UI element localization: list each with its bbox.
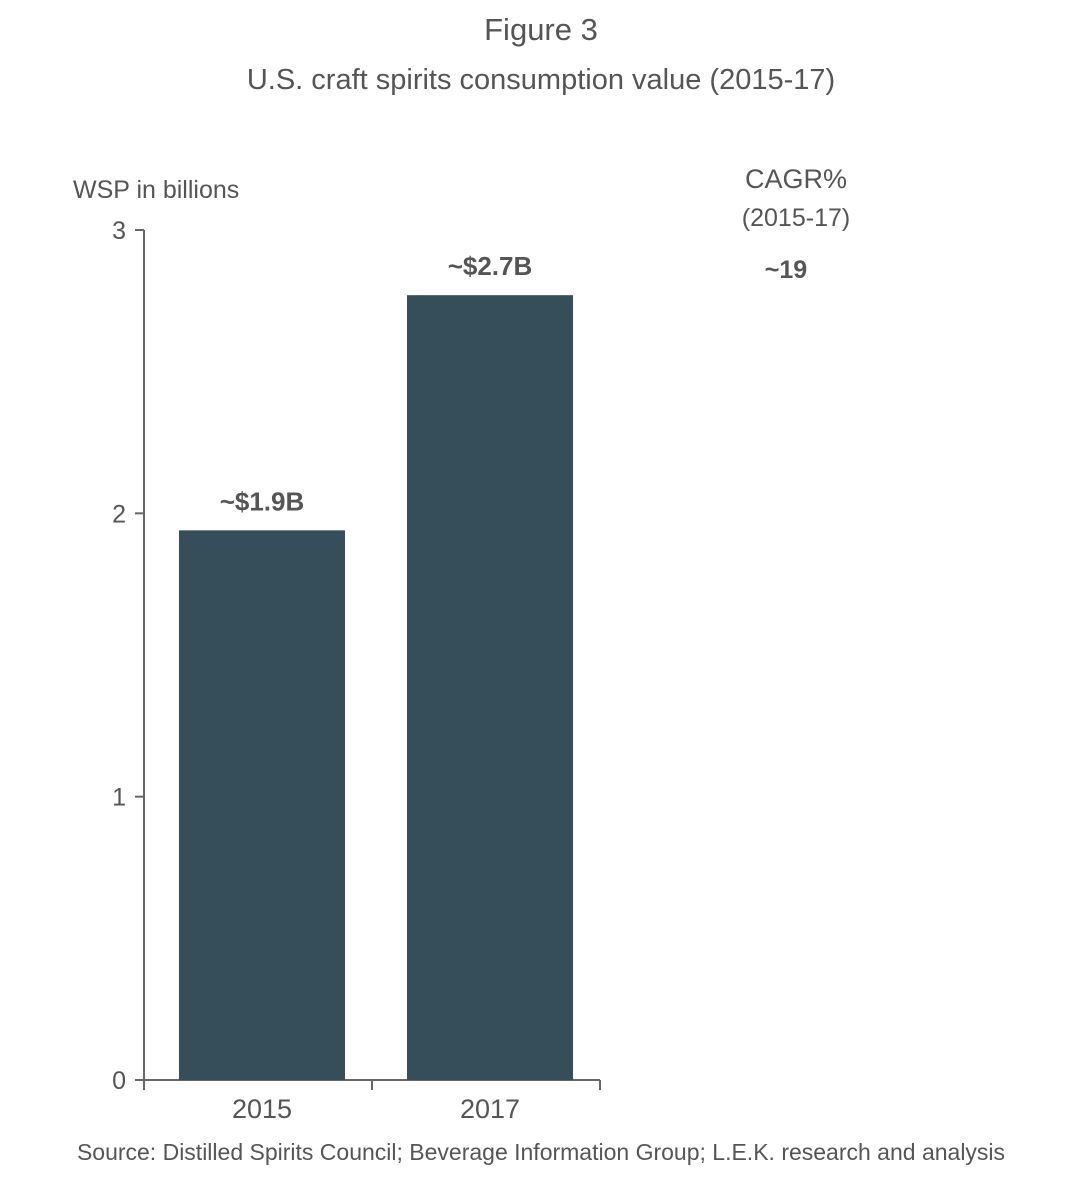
source-note: Source: Distilled Spirits Council; Bever… [77, 1139, 1005, 1165]
plot-area: 0 1 2 3 ~$1.9B 2015 ~$2.7B 2017 [112, 217, 601, 1124]
bar [407, 295, 573, 1081]
x-category-label: 2017 [460, 1094, 520, 1124]
x-category-label: 2015 [232, 1094, 292, 1124]
cagr-value: ~19 [765, 256, 807, 284]
data-label: ~$2.7B [448, 251, 533, 281]
y-tick-label: 1 [112, 784, 126, 812]
figure-label: Figure 3 [484, 12, 598, 47]
cagr-period: (2015-17) [742, 204, 850, 232]
bar [179, 530, 345, 1080]
y-axis-label: WSP in billions [73, 176, 239, 204]
y-tick-label: 2 [112, 500, 126, 528]
cagr-title: CAGR% [745, 164, 847, 194]
data-label: ~$1.9B [220, 486, 305, 516]
y-tick-label: 3 [112, 217, 126, 245]
y-tick-label: 0 [112, 1067, 126, 1095]
figure-subtitle: U.S. craft spirits consumption value (20… [247, 64, 835, 96]
